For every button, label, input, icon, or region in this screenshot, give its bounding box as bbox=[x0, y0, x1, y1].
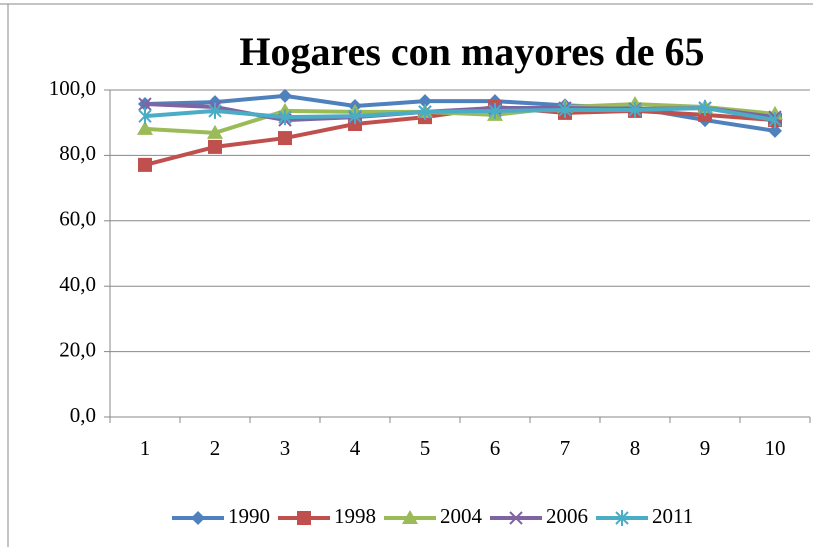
data-point bbox=[418, 94, 432, 109]
legend-marker bbox=[297, 511, 311, 525]
legend-marker bbox=[509, 511, 523, 525]
data-point bbox=[418, 103, 432, 120]
y-tick-label: 20,0 bbox=[59, 337, 96, 361]
data-point bbox=[138, 108, 152, 125]
y-tick-label: 40,0 bbox=[59, 272, 96, 296]
x-tick-label: 10 bbox=[765, 436, 786, 460]
data-point bbox=[768, 112, 782, 129]
data-point bbox=[138, 157, 152, 172]
data-point bbox=[138, 97, 152, 111]
x-tick-label: 3 bbox=[280, 436, 291, 460]
chart-title: Hogares con mayores de 65 bbox=[239, 29, 704, 74]
legend-marker bbox=[615, 510, 629, 526]
x-tick-label: 5 bbox=[420, 436, 431, 460]
x-tick-label: 2 bbox=[210, 436, 221, 460]
data-point bbox=[207, 124, 223, 139]
x-tick-label: 4 bbox=[350, 436, 361, 460]
y-tick-label: 0,0 bbox=[70, 403, 96, 427]
legend-marker bbox=[402, 510, 418, 524]
x-tick-label: 8 bbox=[630, 436, 641, 460]
legend-label: 2006 bbox=[546, 504, 588, 528]
data-point bbox=[208, 102, 222, 119]
x-tick-label: 7 bbox=[560, 436, 571, 460]
data-point bbox=[348, 108, 362, 125]
data-point bbox=[278, 131, 292, 146]
legend-label: 1990 bbox=[228, 504, 270, 528]
data-point bbox=[558, 101, 572, 118]
legend-marker bbox=[191, 511, 205, 525]
data-point bbox=[628, 101, 642, 118]
series-line bbox=[144, 105, 776, 123]
data-point bbox=[208, 139, 222, 154]
legend-label: 2011 bbox=[652, 504, 693, 528]
x-tick-label: 1 bbox=[140, 436, 151, 460]
x-tick-label: 6 bbox=[490, 436, 501, 460]
data-point bbox=[137, 120, 153, 135]
legend-label: 2004 bbox=[440, 504, 483, 528]
data-point bbox=[698, 99, 712, 116]
data-point bbox=[278, 109, 292, 126]
data-point bbox=[768, 123, 782, 138]
data-point bbox=[278, 88, 292, 103]
y-tick-label: 80,0 bbox=[59, 141, 96, 165]
x-tick-label: 9 bbox=[700, 436, 711, 460]
y-tick-label: 100,0 bbox=[49, 76, 96, 100]
legend-label: 1998 bbox=[334, 504, 376, 528]
data-point bbox=[488, 102, 502, 119]
y-tick-label: 60,0 bbox=[59, 207, 96, 231]
